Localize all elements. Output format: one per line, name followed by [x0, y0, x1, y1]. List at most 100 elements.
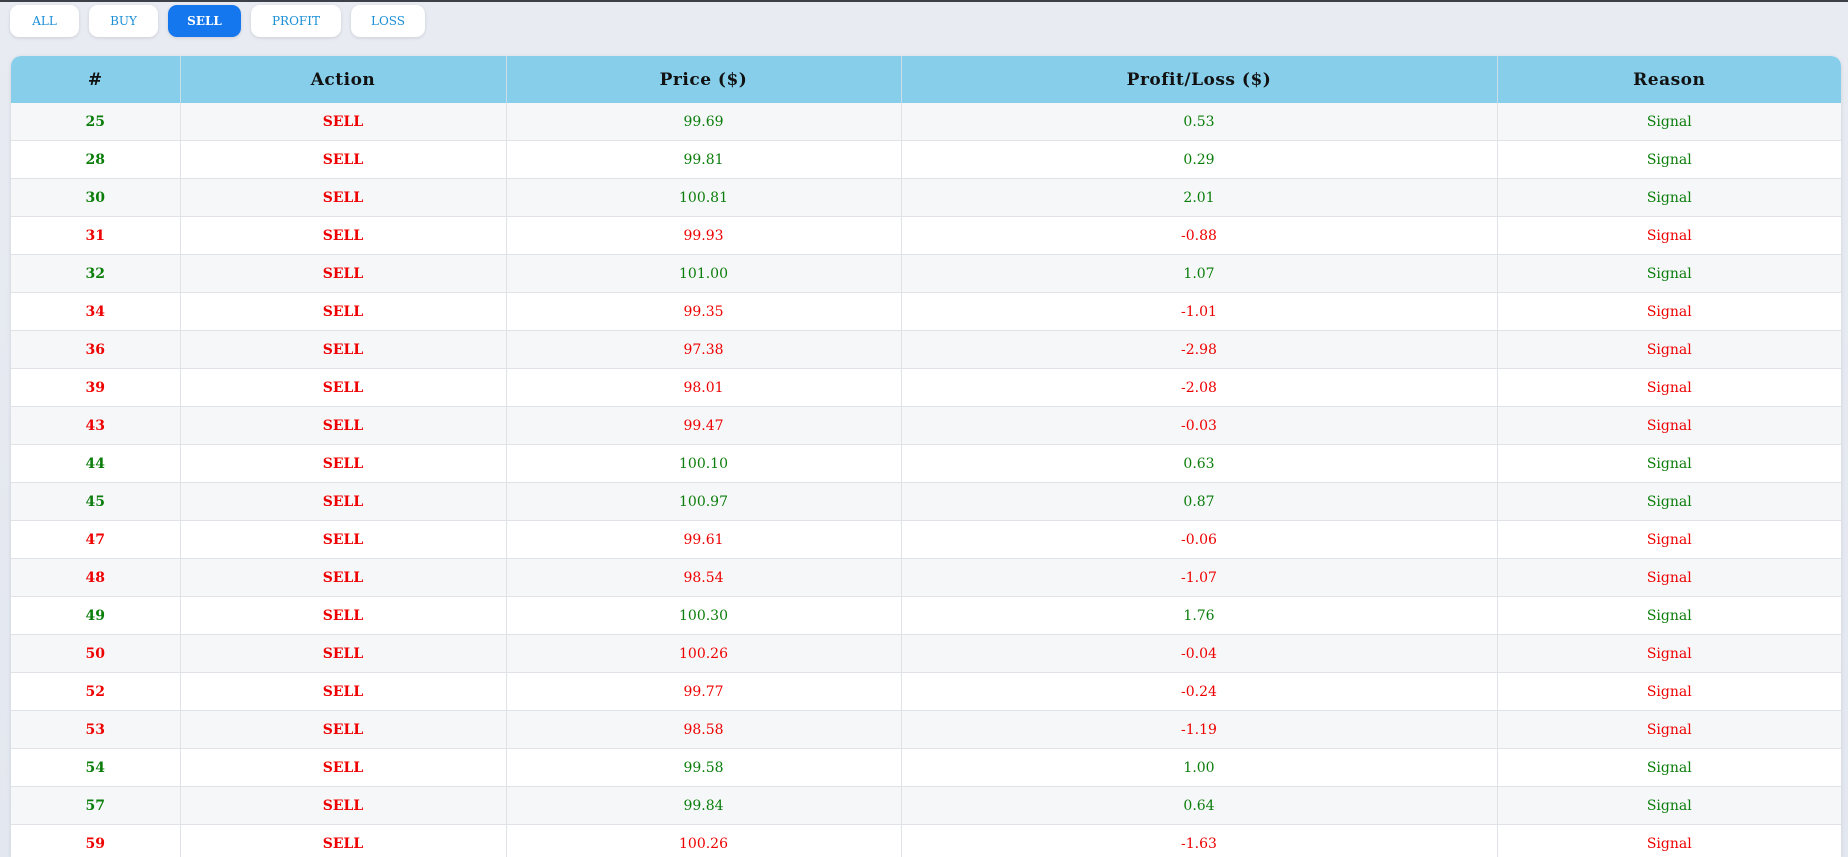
price-cell: 99.81: [506, 140, 902, 179]
profit-loss-cell: 1.76: [901, 596, 1498, 635]
profit-loss-cell: -1.63: [901, 824, 1498, 857]
price-cell: 100.26: [506, 824, 902, 857]
price-cell: 100.81: [506, 178, 902, 217]
action-cell: SELL: [180, 482, 507, 521]
filter-buy-button[interactable]: BUY: [89, 5, 158, 37]
table-row[interactable]: 53 SELL 98.58 -1.19 Signal: [11, 710, 1841, 749]
trade-number-cell: 28: [11, 140, 181, 179]
profit-loss-cell: -1.07: [901, 558, 1498, 597]
price-cell: 99.77: [506, 672, 902, 711]
trade-number-cell: 54: [11, 748, 181, 787]
profit-loss-cell: -0.03: [901, 406, 1498, 445]
price-cell: 99.69: [506, 103, 902, 141]
action-cell: SELL: [180, 520, 507, 559]
price-cell: 99.61: [506, 520, 902, 559]
filter-profit-button[interactable]: PROFIT: [251, 5, 341, 37]
filter-all-button[interactable]: ALL: [10, 5, 79, 37]
reason-cell: Signal: [1497, 178, 1841, 217]
table-row[interactable]: 28 SELL 99.81 0.29 Signal: [11, 140, 1841, 179]
reason-cell: Signal: [1497, 634, 1841, 673]
action-cell: SELL: [180, 444, 507, 483]
profit-loss-cell: 0.29: [901, 140, 1498, 179]
table-row[interactable]: 44 SELL 100.10 0.63 Signal: [11, 444, 1841, 483]
profit-loss-cell: 1.00: [901, 748, 1498, 787]
table-row[interactable]: 43 SELL 99.47 -0.03 Signal: [11, 406, 1841, 445]
trade-number-cell: 25: [11, 103, 181, 141]
trade-number-cell: 57: [11, 786, 181, 825]
profit-loss-cell: 0.87: [901, 482, 1498, 521]
reason-cell: Signal: [1497, 140, 1841, 179]
reason-cell: Signal: [1497, 444, 1841, 483]
price-cell: 98.01: [506, 368, 902, 407]
profit-loss-cell: -1.01: [901, 292, 1498, 331]
reason-cell: Signal: [1497, 672, 1841, 711]
filter-sell-button[interactable]: SELL: [168, 5, 241, 37]
reason-cell: Signal: [1497, 482, 1841, 521]
trade-number-cell: 59: [11, 824, 181, 857]
action-cell: SELL: [180, 596, 507, 635]
price-cell: 99.93: [506, 216, 902, 255]
price-cell: 99.84: [506, 786, 902, 825]
table-row[interactable]: 31 SELL 99.93 -0.88 Signal: [11, 216, 1841, 255]
action-cell: SELL: [180, 368, 507, 407]
reason-cell: Signal: [1497, 254, 1841, 293]
table-row[interactable]: 54 SELL 99.58 1.00 Signal: [11, 748, 1841, 787]
table-row[interactable]: 57 SELL 99.84 0.64 Signal: [11, 786, 1841, 825]
table-row[interactable]: 48 SELL 98.54 -1.07 Signal: [11, 558, 1841, 597]
profit-loss-cell: -0.88: [901, 216, 1498, 255]
action-cell: SELL: [180, 292, 507, 331]
trade-number-cell: 48: [11, 558, 181, 597]
action-cell: SELL: [180, 824, 507, 857]
column-header-profit-loss[interactable]: Profit/Loss ($): [901, 56, 1498, 103]
reason-cell: Signal: [1497, 558, 1841, 597]
price-cell: 100.26: [506, 634, 902, 673]
table-row[interactable]: 47 SELL 99.61 -0.06 Signal: [11, 520, 1841, 559]
trade-number-cell: 49: [11, 596, 181, 635]
action-cell: SELL: [180, 786, 507, 825]
reason-cell: Signal: [1497, 406, 1841, 445]
trade-number-cell: 32: [11, 254, 181, 293]
table-row[interactable]: 49 SELL 100.30 1.76 Signal: [11, 596, 1841, 635]
price-cell: 101.00: [506, 254, 902, 293]
window-top-border: [0, 0, 1848, 2]
table-row[interactable]: 25 SELL 99.69 0.53 Signal: [11, 103, 1841, 141]
trade-number-cell: 44: [11, 444, 181, 483]
column-header-reason[interactable]: Reason: [1497, 56, 1841, 103]
profit-loss-cell: 0.53: [901, 103, 1498, 141]
price-cell: 99.35: [506, 292, 902, 331]
price-cell: 100.30: [506, 596, 902, 635]
table-row[interactable]: 39 SELL 98.01 -2.08 Signal: [11, 368, 1841, 407]
profit-loss-cell: 0.63: [901, 444, 1498, 483]
table-row[interactable]: 32 SELL 101.00 1.07 Signal: [11, 254, 1841, 293]
trade-number-cell: 47: [11, 520, 181, 559]
reason-cell: Signal: [1497, 292, 1841, 331]
filter-loss-button[interactable]: LOSS: [351, 5, 425, 37]
table-row[interactable]: 50 SELL 100.26 -0.04 Signal: [11, 634, 1841, 673]
reason-cell: Signal: [1497, 216, 1841, 255]
trade-number-cell: 36: [11, 330, 181, 369]
reason-cell: Signal: [1497, 520, 1841, 559]
profit-loss-cell: -2.98: [901, 330, 1498, 369]
trade-number-cell: 43: [11, 406, 181, 445]
action-cell: SELL: [180, 710, 507, 749]
action-cell: SELL: [180, 178, 507, 217]
table-row[interactable]: 59 SELL 100.26 -1.63 Signal: [11, 824, 1841, 857]
table-row[interactable]: 30 SELL 100.81 2.01 Signal: [11, 178, 1841, 217]
price-cell: 99.58: [506, 748, 902, 787]
column-header-action[interactable]: Action: [180, 56, 507, 103]
action-cell: SELL: [180, 103, 507, 141]
table-row[interactable]: 36 SELL 97.38 -2.98 Signal: [11, 330, 1841, 369]
action-cell: SELL: [180, 216, 507, 255]
table-row[interactable]: 52 SELL 99.77 -0.24 Signal: [11, 672, 1841, 711]
profit-loss-cell: 0.64: [901, 786, 1498, 825]
column-header-price[interactable]: Price ($): [506, 56, 902, 103]
reason-cell: Signal: [1497, 330, 1841, 369]
column-header-number[interactable]: #: [11, 56, 181, 103]
action-cell: SELL: [180, 558, 507, 597]
table-row[interactable]: 34 SELL 99.35 -1.01 Signal: [11, 292, 1841, 331]
price-cell: 99.47: [506, 406, 902, 445]
price-cell: 100.97: [506, 482, 902, 521]
trade-number-cell: 52: [11, 672, 181, 711]
reason-cell: Signal: [1497, 824, 1841, 857]
table-row[interactable]: 45 SELL 100.97 0.87 Signal: [11, 482, 1841, 521]
